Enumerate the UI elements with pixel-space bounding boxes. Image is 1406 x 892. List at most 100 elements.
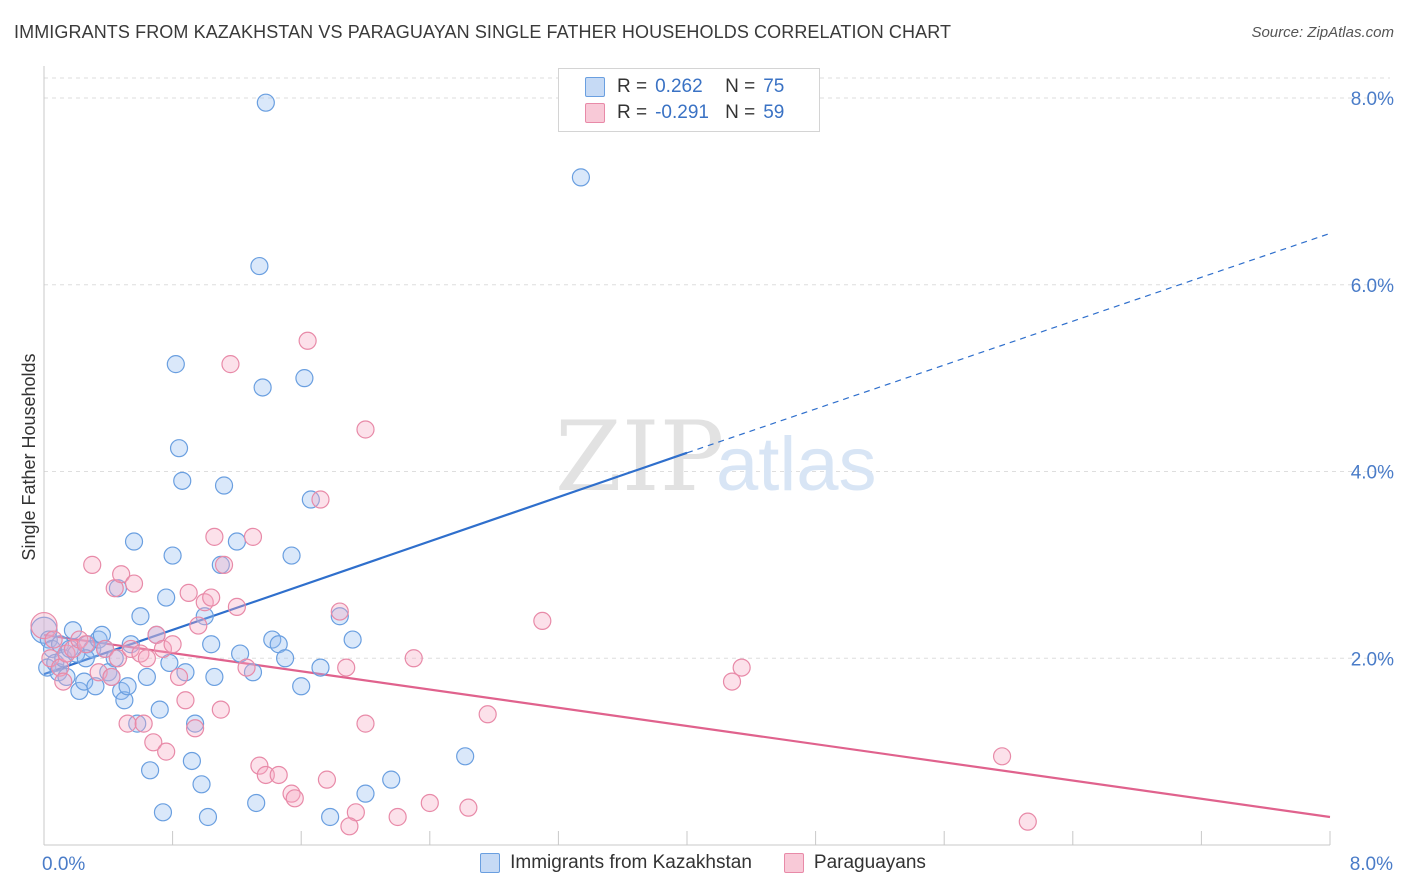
point-paraguayans	[54, 672, 73, 691]
point-kazakhstan	[330, 607, 349, 626]
point-paraguayans	[1018, 812, 1037, 831]
point-paraguayans	[102, 667, 121, 687]
point-paraguayans	[388, 807, 407, 827]
point-paraguayans	[95, 639, 115, 659]
point-paraguayans	[298, 331, 317, 350]
point-kazakhstan	[92, 625, 111, 645]
point-kazakhstan	[276, 649, 295, 668]
point-paraguayans	[118, 714, 137, 733]
point-kazakhstan	[202, 635, 221, 654]
trend-line-kazakhstan-extension	[686, 232, 1331, 454]
point-kazakhstan	[192, 775, 211, 794]
point-paraguayans	[221, 355, 240, 374]
point-kazakhstan	[250, 256, 269, 276]
series-paraguayans-points	[30, 331, 1037, 836]
y-tick-label: 2.0%	[1351, 649, 1394, 670]
legend-swatch-paraguayans	[783, 853, 804, 873]
point-kazakhstan	[63, 621, 83, 640]
point-kazakhstan	[301, 490, 320, 509]
point-paraguayans	[992, 747, 1012, 766]
point-paraguayans	[404, 649, 423, 668]
point-paraguayans	[317, 770, 337, 789]
legend-n-label: N =	[725, 76, 756, 97]
point-kazakhstan	[195, 607, 214, 626]
point-paraguayans	[420, 793, 439, 813]
point-paraguayans	[202, 588, 221, 607]
y-tick-label: 6.0%	[1351, 276, 1394, 297]
point-paraguayans	[137, 649, 156, 668]
point-kazakhstan	[247, 793, 266, 813]
point-paraguayans	[211, 700, 230, 719]
point-kazakhstan	[295, 369, 314, 388]
chart-source: Source: ZipAtlas.com	[1251, 24, 1394, 41]
legend-label-kazakhstan: Immigrants from Kazakhstan	[510, 852, 752, 873]
point-kazakhstan	[214, 476, 234, 495]
point-kazakhstan	[118, 677, 137, 696]
point-paraguayans	[311, 490, 330, 509]
point-paraguayans	[722, 672, 742, 691]
point-kazakhstan	[153, 803, 173, 822]
trend-lines	[43, 232, 1331, 819]
point-kazakhstan	[131, 607, 150, 626]
point-kazakhstan	[343, 630, 362, 649]
point-paraguayans	[205, 527, 224, 546]
point-kazakhstan	[256, 93, 275, 112]
point-kazakhstan	[124, 532, 144, 551]
point-paraguayans	[533, 611, 552, 631]
point-paraguayans	[269, 765, 288, 785]
point-paraguayans	[176, 691, 195, 710]
point-kazakhstan	[137, 667, 156, 687]
point-paraguayans	[186, 719, 205, 738]
point-paraguayans	[459, 798, 478, 817]
point-kazakhstan	[182, 751, 201, 771]
point-paraguayans	[169, 667, 189, 687]
point-kazakhstan	[157, 588, 176, 607]
point-kazakhstan	[571, 168, 591, 187]
point-kazakhstan	[227, 532, 246, 551]
point-paraguayans	[256, 765, 275, 785]
point-paraguayans	[340, 817, 359, 836]
point-kazakhstan	[253, 378, 272, 397]
point-kazakhstan	[173, 471, 192, 490]
watermark-atlas: atlas	[716, 422, 877, 507]
point-paraguayans	[124, 574, 144, 593]
y-axis-label: Single Father Households	[19, 353, 39, 560]
legend-r-label: R =	[617, 76, 648, 97]
legend-swatch-kazakhstan	[480, 853, 501, 873]
point-kazakhstan	[163, 546, 182, 565]
series-legend: Immigrants from Kazakhstan Paraguayans	[0, 852, 1406, 874]
point-paraguayans	[356, 714, 375, 733]
point-kazakhstan	[169, 439, 189, 458]
tick-labels: 2.0% 4.0% 6.0% 8.0% 0.0% 8.0% Single Father Ho…	[19, 89, 1394, 875]
point-paraguayans	[157, 742, 176, 761]
x-tick-label: 0.0%	[42, 854, 85, 875]
point-paraguayans	[337, 658, 356, 677]
point-kazakhstan	[382, 770, 401, 789]
stats-legend: R = 0.262 N = 75 R = -0.291 N = 59	[558, 68, 820, 132]
point-paraguayans	[237, 658, 256, 677]
trend-line-paraguayans	[43, 633, 1331, 819]
point-kazakhstan	[128, 714, 147, 733]
point-paraguayans	[108, 649, 128, 668]
legend-n-value-paraguayans: 59	[763, 102, 785, 123]
point-paraguayans	[243, 527, 263, 546]
y-tick-label: 4.0%	[1351, 463, 1394, 484]
point-paraguayans	[250, 756, 269, 775]
point-paraguayans	[285, 789, 304, 808]
point-paraguayans	[189, 616, 208, 635]
point-paraguayans	[478, 705, 497, 724]
point-kazakhstan	[186, 714, 205, 733]
point-paraguayans	[163, 635, 182, 654]
point-paraguayans	[179, 583, 198, 602]
legend-r-label: R =	[617, 102, 648, 123]
point-paraguayans	[214, 555, 234, 574]
legend-r-value-kazakhstan: 0.262	[655, 76, 703, 97]
chart-title: IMMIGRANTS FROM KAZAKHSTAN VS PARAGUAYAN…	[14, 22, 952, 42]
point-paraguayans	[83, 555, 102, 574]
point-paraguayans	[112, 565, 131, 584]
point-paraguayans	[330, 602, 349, 621]
point-paraguayans	[732, 658, 751, 677]
point-kazakhstan	[140, 761, 160, 780]
